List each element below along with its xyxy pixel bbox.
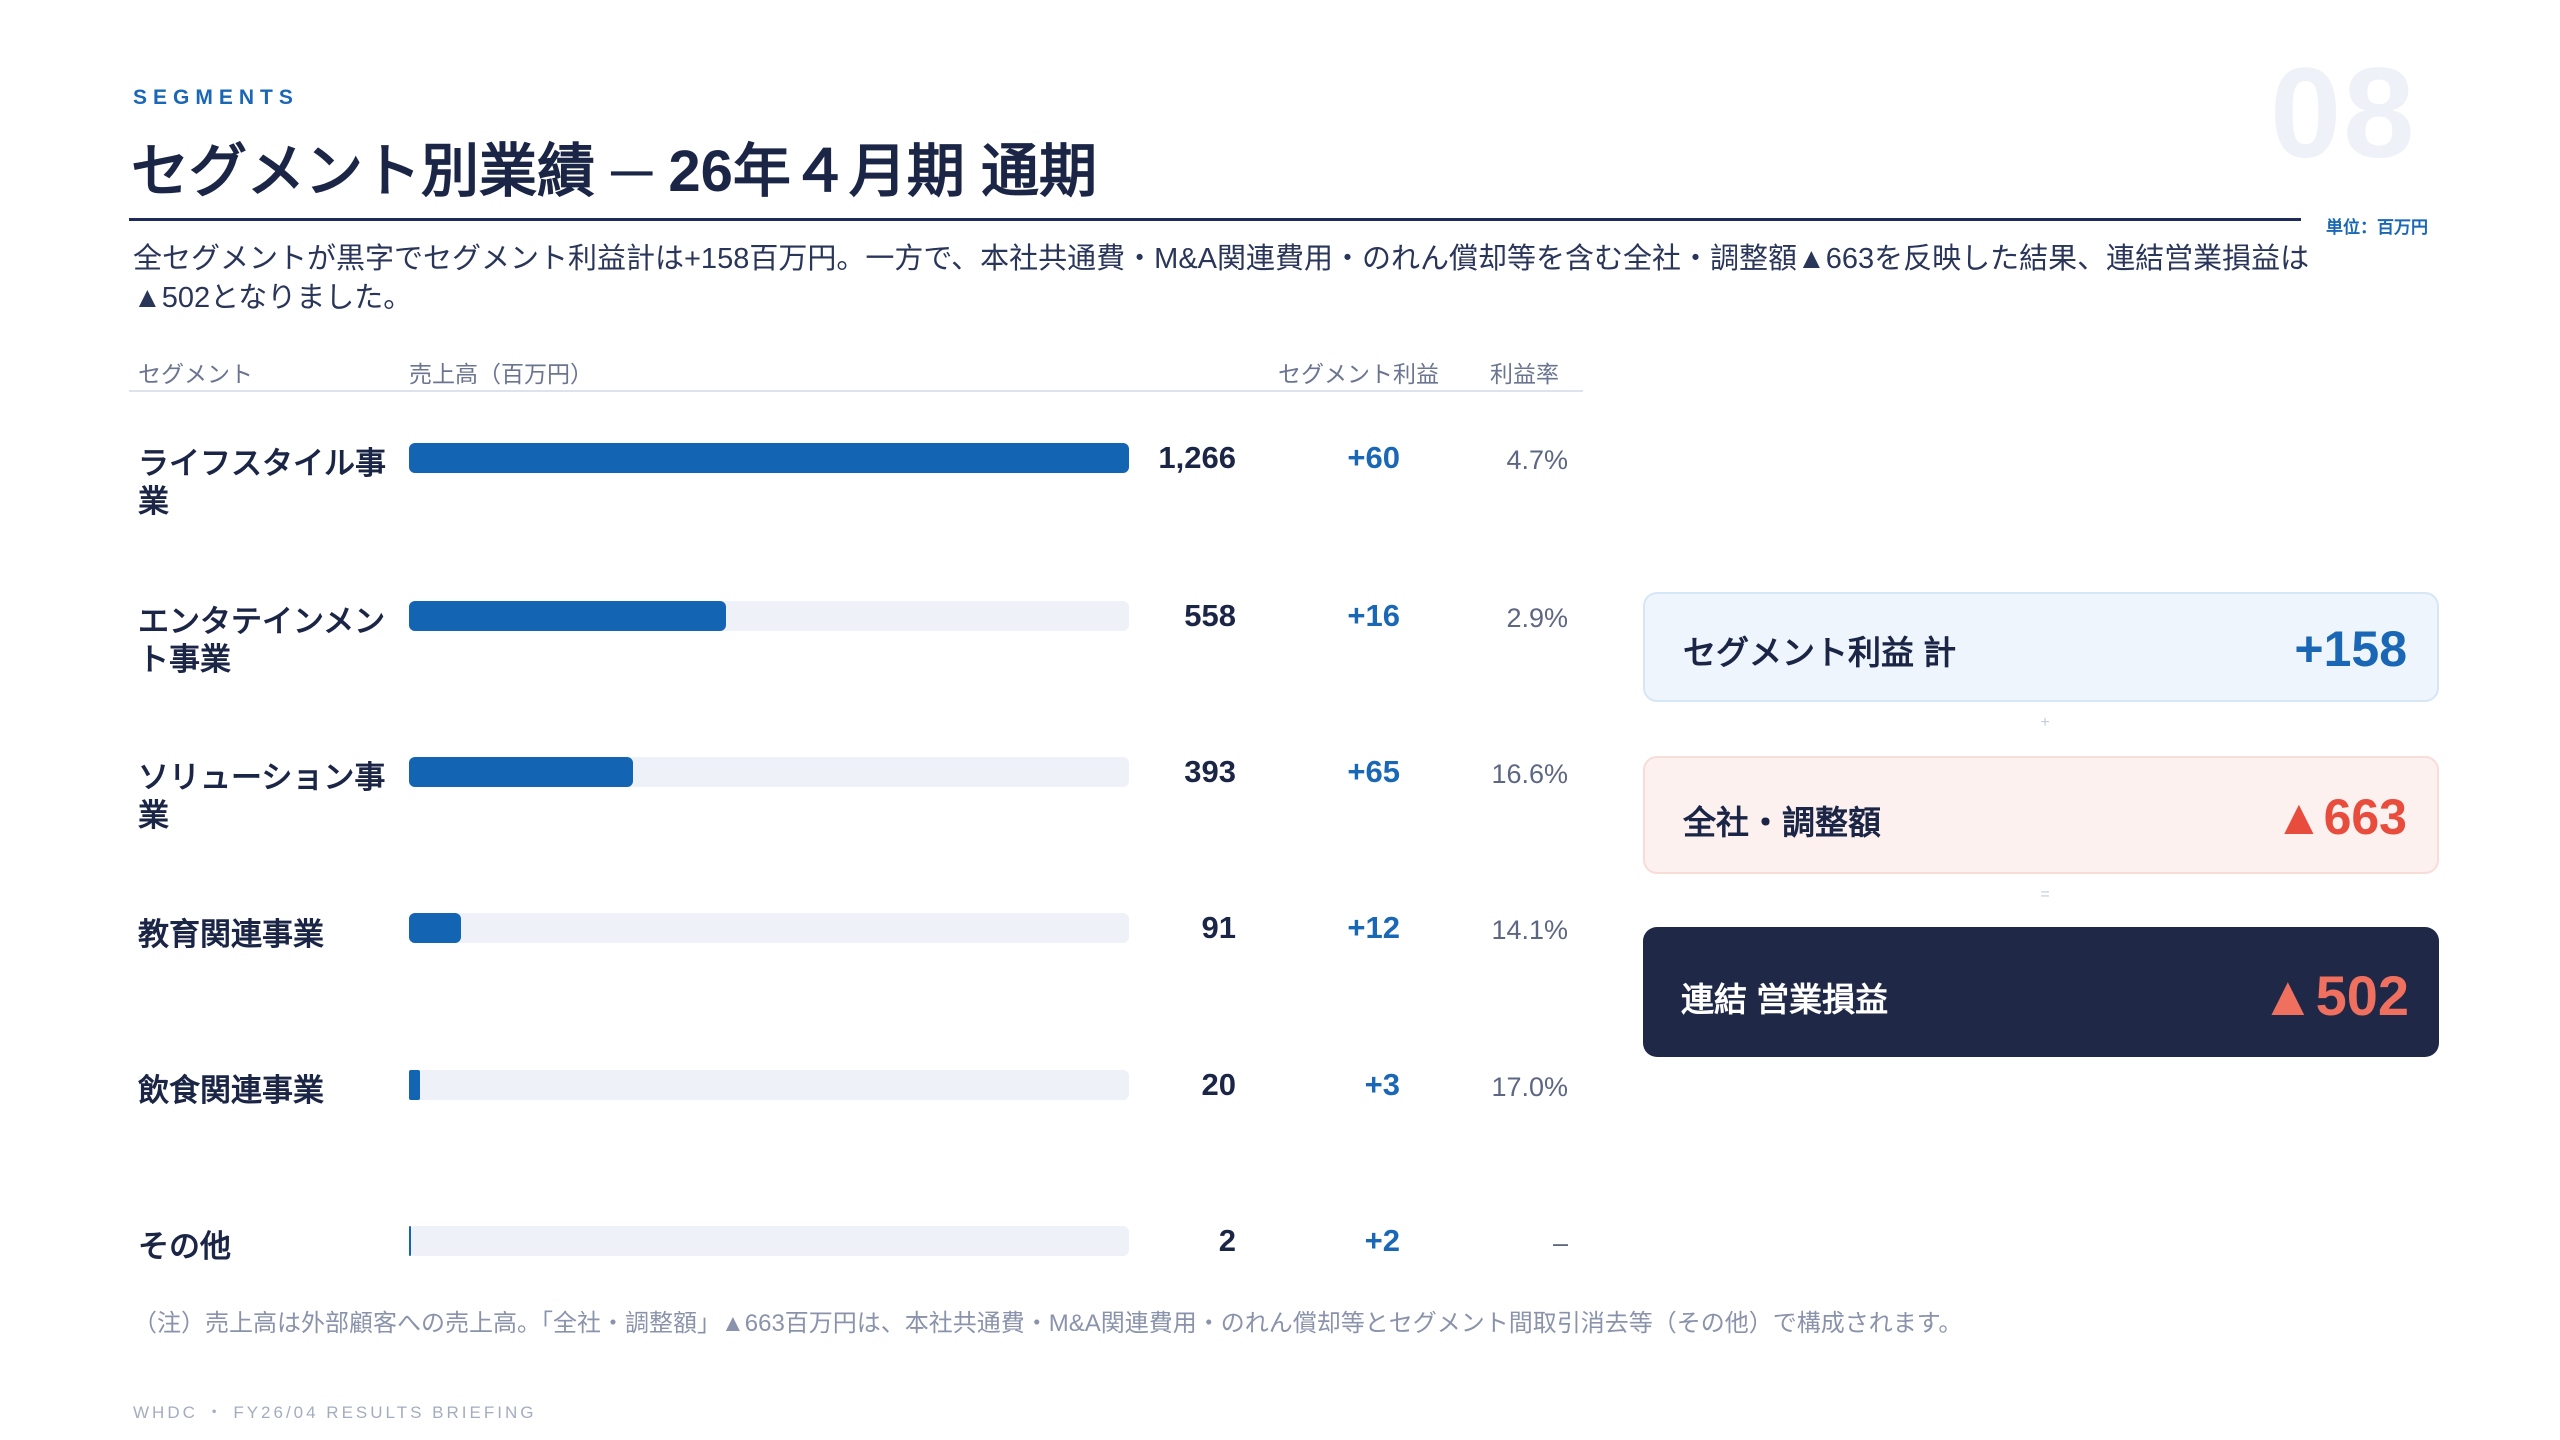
segment-profit: +16	[1347, 598, 1400, 633]
corporate-adjustment-card: 全社・調整額 ▲663	[1643, 756, 2439, 874]
profit-margin: –	[1552, 1228, 1568, 1258]
page-title: セグメント別業績 ─ 26年４月期 通期	[131, 139, 1097, 204]
sales-value: 2	[1218, 1223, 1236, 1258]
title-rule	[129, 218, 2301, 221]
card-label: 連結 営業損益	[1681, 981, 1889, 1018]
sales-bar-track	[409, 601, 1129, 631]
sales-value: 1,266	[1158, 440, 1236, 475]
segment-profit: +3	[1364, 1067, 1400, 1102]
consolidated-operating-loss-card: 連結 営業損益 ▲502	[1643, 927, 2439, 1057]
profit-margin: 17.0%	[1491, 1072, 1568, 1102]
table-header-sales: 売上高（百万円）	[409, 361, 593, 387]
table-header-profit: セグメント利益	[1278, 361, 1439, 387]
sales-value: 393	[1184, 754, 1236, 789]
segment-name: 教育関連事業	[138, 917, 324, 952]
lead-text: 全セグメントが黒字でセグメント利益計は+158百万円。一方で、本社共通費・M&A…	[133, 243, 2310, 314]
segment-profit: +12	[1347, 910, 1400, 945]
segment-name: ソリューション事業	[138, 760, 386, 833]
card-value: ▲502	[2260, 964, 2409, 1027]
unit-label: 単位：百万円	[2326, 218, 2428, 237]
sales-bar	[409, 913, 461, 943]
page-number: 08	[2270, 42, 2417, 185]
profit-margin: 4.7%	[1506, 445, 1568, 475]
sales-bar-track	[409, 443, 1129, 473]
card-label: 全社・調整額	[1683, 804, 1881, 841]
sales-bar	[409, 443, 1129, 473]
segment-name: 飲食関連事業	[138, 1073, 324, 1108]
profit-margin: 16.6%	[1491, 759, 1568, 789]
equals-operator: =	[2040, 886, 2050, 903]
sales-bar	[409, 1070, 420, 1100]
table-header-segment: セグメント	[138, 361, 253, 387]
table-header-rule	[129, 390, 1583, 392]
footnote: （注）売上高は外部顧客への売上高。「全社・調整額」▲663百万円は、本社共通費・…	[133, 1310, 1963, 1337]
profit-margin: 2.9%	[1506, 603, 1568, 633]
table-header-margin: 利益率	[1490, 361, 1559, 387]
sales-bar-track	[409, 1070, 1129, 1100]
sales-bar	[409, 601, 726, 631]
segment-profit: +65	[1347, 754, 1400, 789]
segment-name: その他	[138, 1229, 231, 1264]
segment-name: ライフスタイル事業	[138, 446, 386, 519]
segment-profit: +2	[1364, 1223, 1400, 1258]
plus-operator: +	[2040, 714, 2050, 731]
card-value: +158	[2294, 621, 2407, 677]
sales-bar-track	[409, 757, 1129, 787]
sales-bar	[409, 757, 633, 787]
sales-bar-track	[409, 913, 1129, 943]
footer: WHDC ・ FY26/04 RESULTS BRIEFING	[133, 1403, 537, 1422]
segment-profit-total-card: セグメント利益 計 +158	[1643, 592, 2439, 702]
segment-profit: +60	[1347, 440, 1400, 475]
profit-margin: 14.1%	[1491, 915, 1568, 945]
sales-bar-track	[409, 1226, 1129, 1256]
card-value: ▲663	[2274, 789, 2407, 845]
segment-name: エンタテインメント事業	[138, 604, 386, 677]
sales-value: 558	[1184, 598, 1236, 633]
section-kicker: SEGMENTS	[133, 86, 299, 109]
sales-bar	[409, 1226, 411, 1256]
card-label: セグメント利益 計	[1683, 634, 1957, 671]
sales-value: 20	[1201, 1067, 1236, 1102]
sales-value: 91	[1201, 910, 1236, 945]
